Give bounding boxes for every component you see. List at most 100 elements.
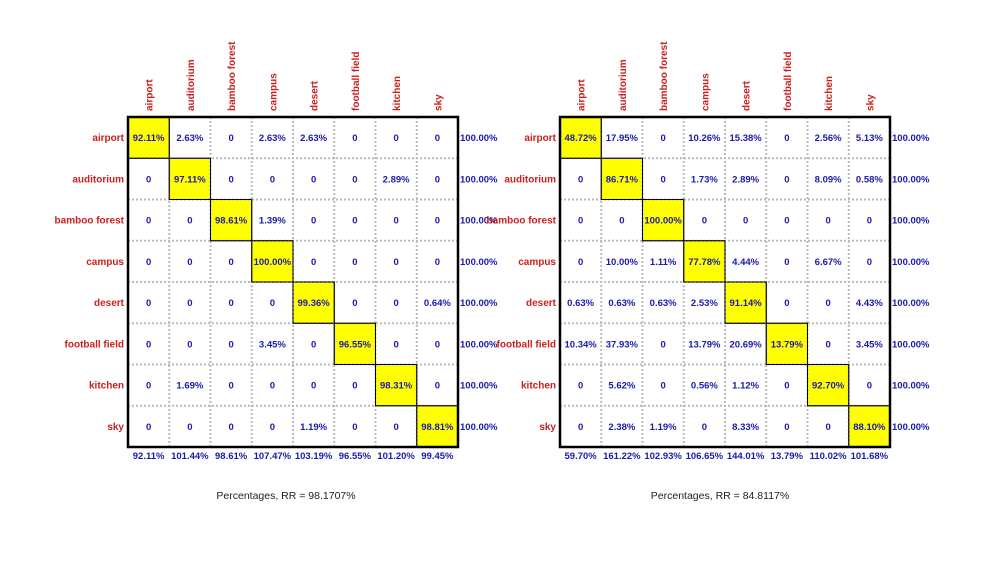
cell-value: 2.89% — [383, 174, 410, 185]
cell-value: 2.63% — [259, 133, 286, 144]
row-label: sky — [107, 422, 124, 433]
cell-value: 1.39% — [259, 216, 286, 227]
cell-value: 0 — [270, 422, 275, 433]
cell-value: 0 — [435, 174, 440, 185]
row-total: 100.00% — [892, 174, 930, 185]
cell-value: 17.95% — [606, 133, 639, 144]
cell-value: 0 — [311, 381, 316, 392]
cell-value: 0 — [270, 298, 275, 309]
row-label: auditorium — [504, 174, 556, 185]
cell-value: 0 — [352, 298, 357, 309]
cell-value: 96.55% — [339, 339, 372, 350]
confusion-matrix-1: 92.11% 2.63% 0 2.63% 2.63% 0 0 0 0 97.11% 0 0 0 0 2.89… — [55, 41, 499, 502]
column-label: football field — [351, 52, 362, 111]
column-total: 107.47% — [254, 451, 292, 462]
cell-value: 3.45% — [259, 339, 286, 350]
diagonal-cell-border — [210, 199, 253, 242]
cell-value: 0 — [435, 381, 440, 392]
column-total: 106.65% — [686, 451, 724, 462]
cell-value: 0 — [825, 339, 830, 350]
cell-value: 98.81% — [421, 422, 454, 433]
row-label: kitchen — [521, 381, 556, 392]
cell-value: 0 — [784, 174, 789, 185]
diagonal-cell — [807, 364, 850, 407]
cell-value: 0 — [660, 381, 665, 392]
row-total: 100.00% — [460, 422, 498, 433]
column-label: airport — [145, 79, 156, 111]
row-total: 100.00% — [460, 298, 498, 309]
cell-value: 37.93% — [606, 339, 639, 350]
diagonal-cell-border — [292, 281, 335, 324]
cell-value: 0 — [270, 381, 275, 392]
cell-value: 2.38% — [608, 422, 635, 433]
row-total: 100.00% — [460, 216, 498, 227]
diagonal-cell-border — [642, 199, 685, 242]
cell-value: 0 — [784, 422, 789, 433]
cell-value: 5.62% — [608, 381, 635, 392]
cell-value: 0.56% — [691, 381, 718, 392]
row-total: 100.00% — [460, 339, 498, 350]
column-total: 59.70% — [565, 451, 598, 462]
row-total: 100.00% — [892, 133, 930, 144]
cell-value: 0 — [393, 216, 398, 227]
column-label: sky — [433, 94, 444, 111]
row-total: 100.00% — [460, 133, 498, 144]
cell-value: 6.67% — [815, 257, 842, 268]
column-total: 92.11% — [133, 451, 165, 462]
cell-value: 0 — [435, 339, 440, 350]
row-label: bamboo forest — [55, 216, 125, 227]
cell-value: 48.72% — [565, 133, 598, 144]
cell-value: 98.31% — [380, 381, 413, 392]
column-total: 144.01% — [727, 451, 765, 462]
cell-value: 8.33% — [732, 422, 759, 433]
cell-value: 0 — [146, 257, 151, 268]
row-label: football field — [497, 339, 556, 350]
cell-value: 1.11% — [650, 257, 677, 268]
cell-value: 0 — [435, 133, 440, 144]
cell-value: 0 — [578, 174, 583, 185]
column-total: 103.19% — [295, 451, 333, 462]
cell-value: 0 — [352, 257, 357, 268]
cell-value: 0 — [352, 133, 357, 144]
confusion-matrix-2: 48.72% 17.95% 0 10.26% 15.38% 0 2.56% 5.13% 0 86.… — [487, 41, 931, 502]
row-label: kitchen — [89, 381, 124, 392]
row-total: 100.00% — [460, 174, 498, 185]
cell-value: 0 — [578, 257, 583, 268]
cell-value: 0 — [352, 216, 357, 227]
cell-value: 0.58% — [856, 174, 883, 185]
cell-value: 0 — [578, 422, 583, 433]
column-total: 102.93% — [644, 451, 682, 462]
row-label: desert — [526, 298, 557, 309]
column-label: airport — [577, 79, 588, 111]
cell-value: 1.19% — [650, 422, 677, 433]
cell-value: 100.00% — [644, 216, 682, 227]
row-total: 100.00% — [892, 381, 930, 392]
diagonal-cell-border — [375, 364, 418, 407]
column-total: 101.44% — [171, 451, 209, 462]
cell-value: 1.69% — [176, 381, 203, 392]
cell-value: 0 — [228, 298, 233, 309]
cell-value: 0 — [784, 298, 789, 309]
diagonal-cell-border — [251, 240, 294, 283]
column-label: sky — [865, 94, 876, 111]
cell-value: 0 — [702, 216, 707, 227]
diagonal-cell-border — [168, 157, 211, 200]
diagonal-cell-border — [765, 322, 808, 365]
cell-value: 10.34% — [565, 339, 598, 350]
cell-value: 2.63% — [176, 133, 203, 144]
cell-value: 15.38% — [730, 133, 763, 144]
row-total: 100.00% — [892, 298, 930, 309]
cell-value: 0 — [146, 339, 151, 350]
diagonal-cell-border — [333, 322, 376, 365]
cell-value: 77.78% — [688, 257, 721, 268]
cell-value: 0 — [228, 174, 233, 185]
row-label: football field — [65, 339, 124, 350]
column-label: football field — [783, 52, 794, 111]
cell-value: 0 — [393, 257, 398, 268]
column-total: 98.61% — [215, 451, 248, 462]
cell-value: 0 — [784, 381, 789, 392]
cell-value: 0 — [393, 298, 398, 309]
cell-value: 13.79% — [688, 339, 721, 350]
cell-value: 2.56% — [815, 133, 842, 144]
cell-value: 99.36% — [298, 298, 331, 309]
